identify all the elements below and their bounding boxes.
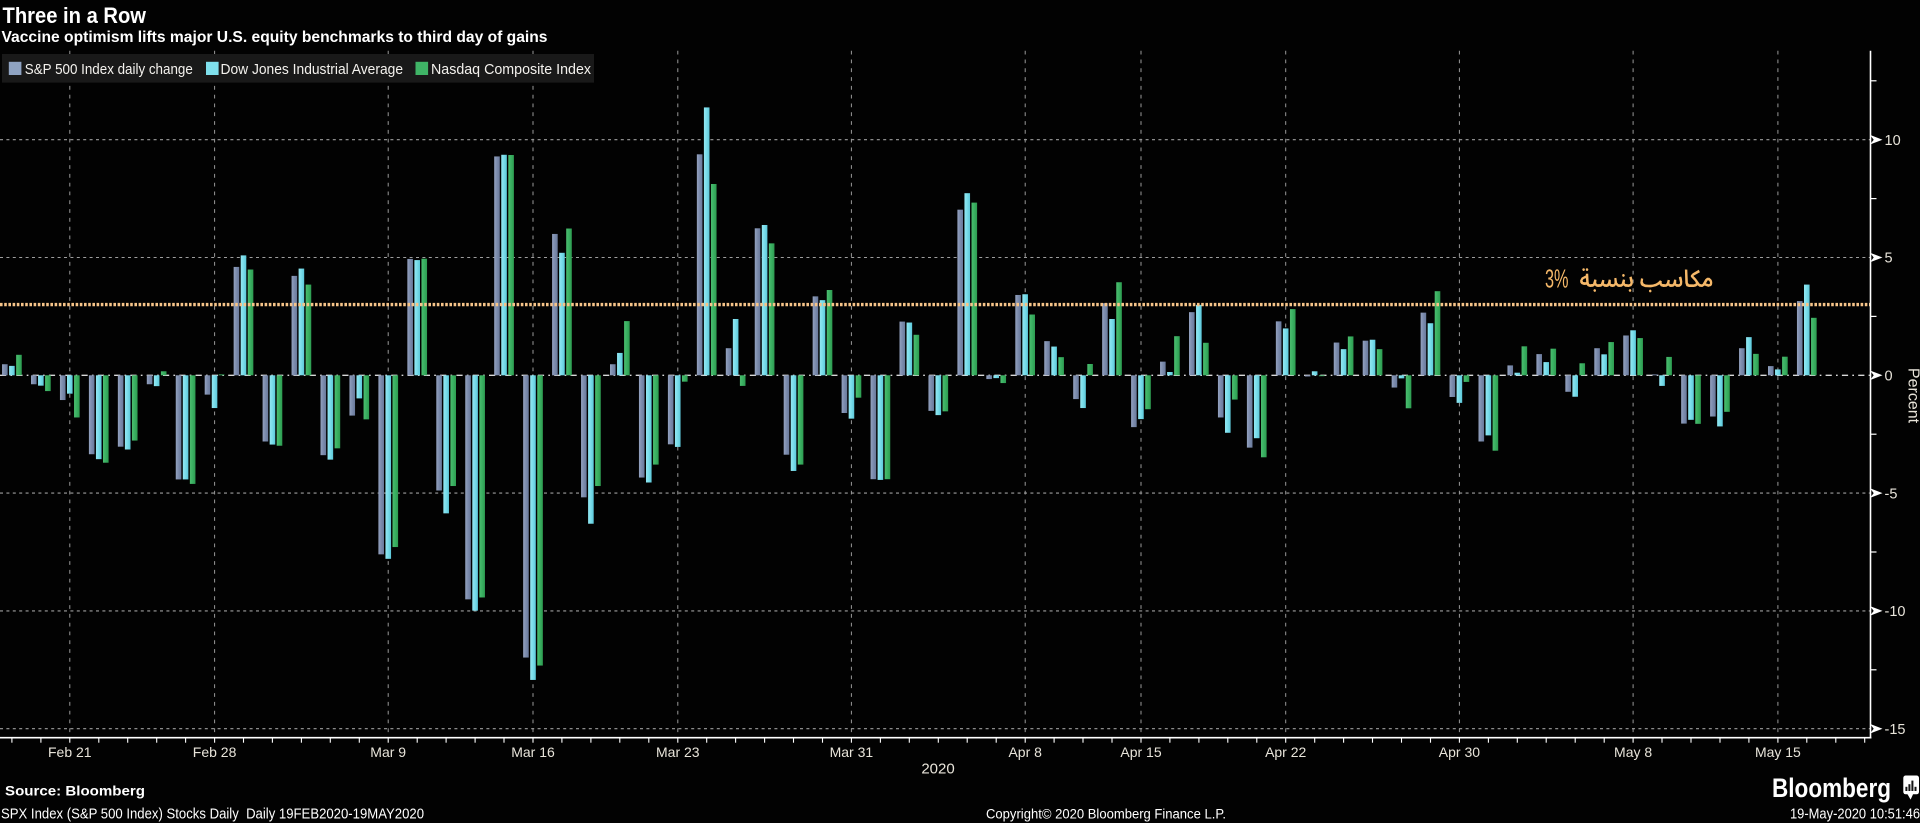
svg-text:Percent: Percent	[1905, 368, 1920, 424]
svg-text:5: 5	[1885, 251, 1893, 267]
svg-text:May 15: May 15	[1755, 744, 1801, 760]
svg-text:Mar 23: Mar 23	[656, 744, 700, 760]
svg-text:-10: -10	[1885, 604, 1906, 620]
svg-text:19-May-2020 10:51:46: 19-May-2020 10:51:46	[1790, 807, 1920, 823]
svg-text:Mar 16: Mar 16	[511, 744, 555, 760]
svg-text:Apr 30: Apr 30	[1439, 744, 1480, 760]
svg-text:Mar 9: Mar 9	[370, 744, 406, 760]
svg-text:Three in a Row: Three in a Row	[3, 3, 147, 28]
svg-text:SPX Index (S&P 500 Index) Stoc: SPX Index (S&P 500 Index) Stocks Daily D…	[1, 807, 424, 823]
svg-text:S&P 500 Index daily change: S&P 500 Index daily change	[25, 61, 193, 78]
svg-text:3%: 3%	[1545, 264, 1569, 294]
svg-text:2020: 2020	[921, 761, 954, 778]
svg-text:0: 0	[1885, 369, 1893, 385]
svg-text:Feb 21: Feb 21	[48, 744, 92, 760]
svg-text:Mar 31: Mar 31	[830, 744, 874, 760]
svg-text:10: 10	[1885, 133, 1901, 149]
svg-text:Feb 28: Feb 28	[193, 744, 237, 760]
svg-text:-15: -15	[1885, 722, 1906, 738]
svg-text:Apr 15: Apr 15	[1120, 744, 1161, 760]
svg-text:-5: -5	[1885, 486, 1898, 502]
svg-text:Apr 22: Apr 22	[1265, 744, 1306, 760]
svg-text:Copyright© 2020 Bloomberg Fina: Copyright© 2020 Bloomberg Finance L.P.	[986, 807, 1226, 822]
svg-text:Nasdaq Composite Index: Nasdaq Composite Index	[431, 61, 591, 78]
svg-text:Bloomberg: Bloomberg	[1772, 773, 1891, 803]
svg-text:Vaccine optimism lifts major U: Vaccine optimism lifts major U.S. equity…	[2, 29, 548, 46]
svg-text:Source: Bloomberg: Source: Bloomberg	[5, 783, 145, 799]
svg-text:May 8: May 8	[1614, 744, 1652, 760]
svg-text:Dow Jones Industrial Average: Dow Jones Industrial Average	[221, 61, 404, 78]
svg-text:Apr 8: Apr 8	[1008, 744, 1042, 760]
